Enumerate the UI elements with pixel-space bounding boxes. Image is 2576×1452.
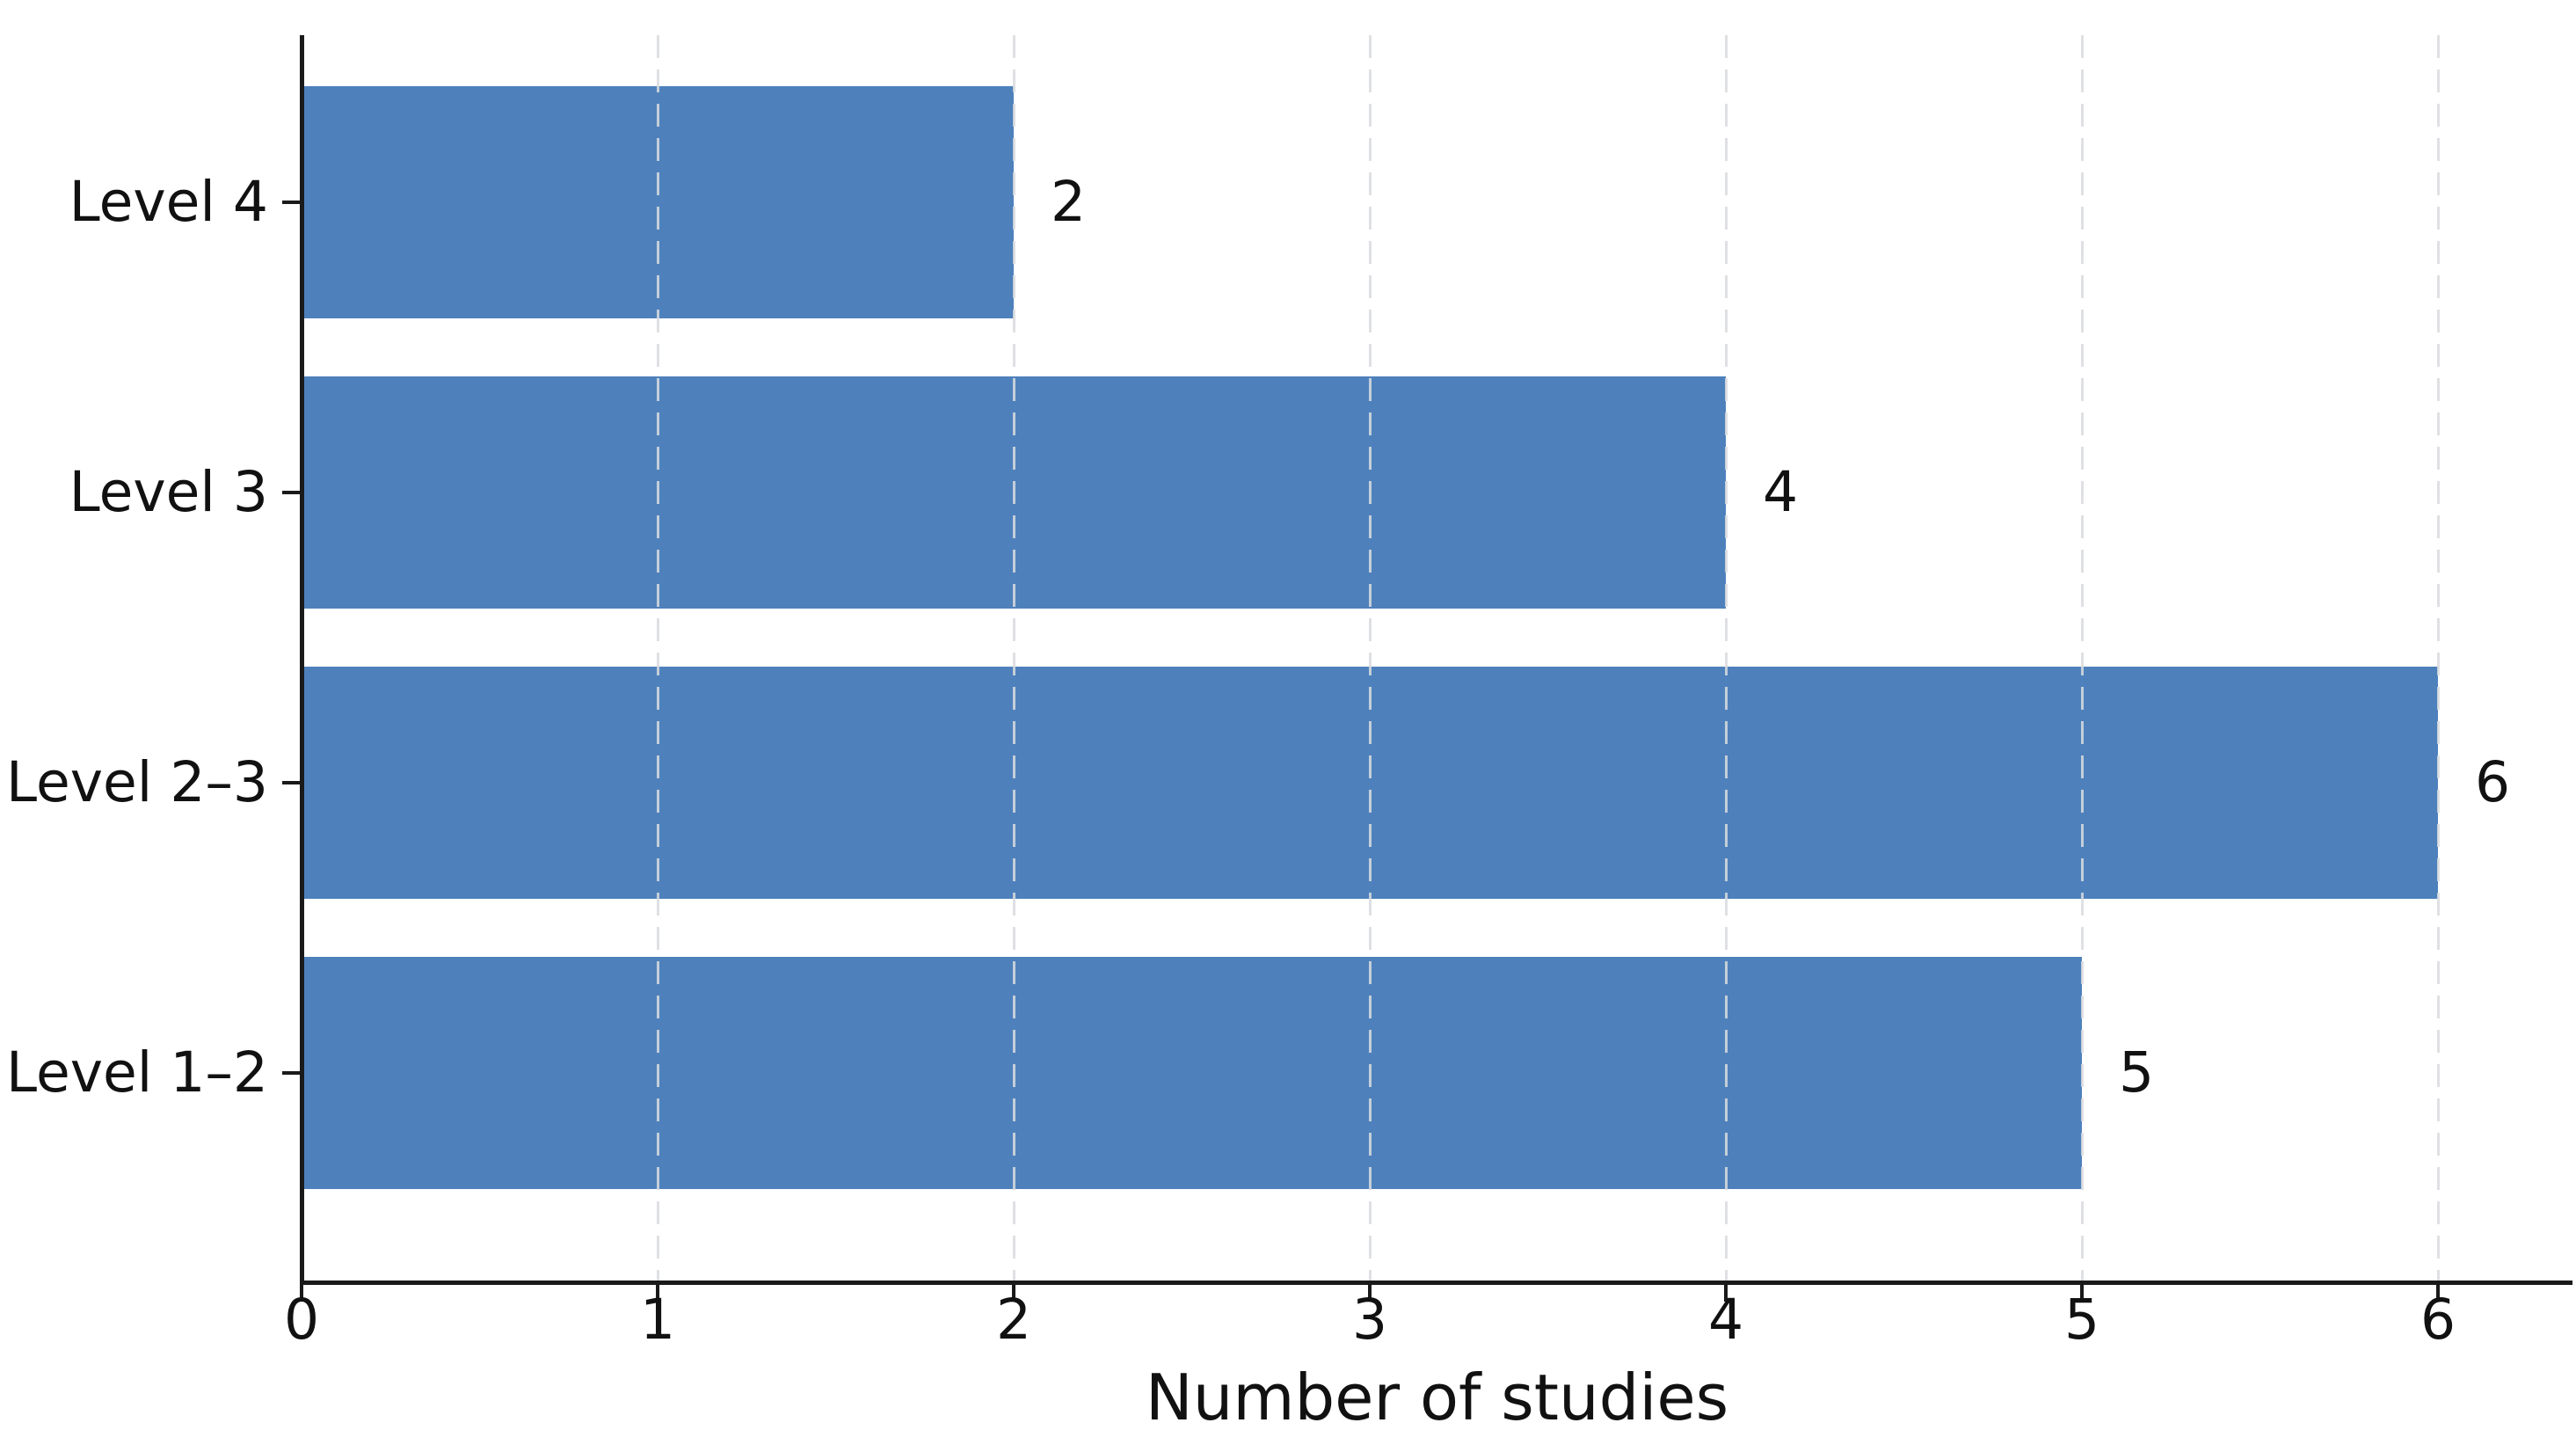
x-tick-mark — [2080, 1284, 2084, 1302]
bar-value-label: 5 — [2119, 1040, 2155, 1105]
y-category-label: Level 1–2 — [6, 1040, 268, 1105]
y-category-label: Level 3 — [69, 460, 268, 525]
y-axis-spine — [300, 35, 304, 1285]
x-tick-mark — [1724, 1284, 1728, 1302]
y-tick-mark — [282, 491, 300, 494]
x-axis-title: Number of studies — [1145, 1361, 1729, 1434]
grid-line — [2080, 35, 2084, 1282]
y-tick-mark — [282, 781, 300, 784]
x-tick-mark — [1012, 1284, 1015, 1302]
x-tick-label: 4 — [1707, 1288, 1744, 1352]
grid-line — [1368, 35, 1372, 1282]
x-tick-label: 5 — [2063, 1288, 2100, 1352]
bar-value-label: 4 — [1763, 460, 1799, 525]
y-category-label: Level 4 — [69, 170, 268, 235]
x-tick-label: 1 — [639, 1288, 676, 1352]
x-tick-label: 0 — [283, 1288, 320, 1352]
bar-value-label: 6 — [2475, 750, 2511, 815]
y-category-label: Level 2–3 — [6, 750, 268, 815]
x-tick-mark — [300, 1284, 303, 1302]
x-tick-label: 2 — [995, 1288, 1032, 1352]
grid-line — [2436, 35, 2440, 1282]
grid-line — [1724, 35, 1728, 1282]
bar — [302, 957, 2082, 1189]
x-tick-mark — [2436, 1284, 2440, 1302]
x-tick-mark — [656, 1284, 659, 1302]
y-tick-mark — [282, 201, 300, 204]
grid-line — [656, 35, 659, 1282]
y-tick-mark — [282, 1071, 300, 1075]
grid-line — [1012, 35, 1015, 1282]
x-tick-mark — [1368, 1284, 1372, 1302]
x-axis-spine — [300, 1281, 2572, 1285]
bar-value-label: 2 — [1051, 170, 1087, 235]
x-tick-label: 6 — [2420, 1288, 2456, 1352]
x-tick-label: 3 — [1351, 1288, 1388, 1352]
